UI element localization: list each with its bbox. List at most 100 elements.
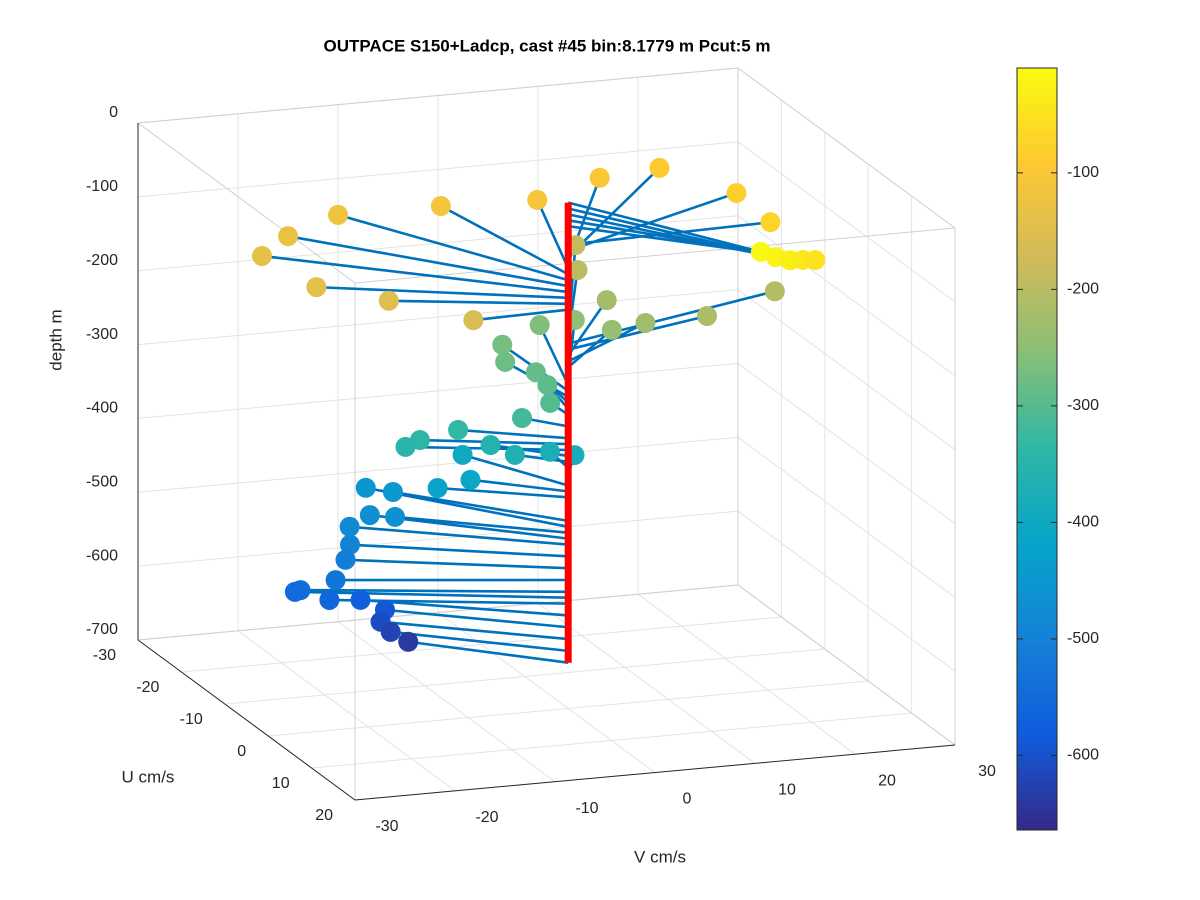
z-axis-label: depth m	[46, 309, 65, 370]
marker	[529, 315, 550, 336]
marker	[527, 189, 548, 210]
velocity-line	[300, 588, 569, 594]
y-tick-label: 10	[272, 775, 290, 792]
velocity-line	[567, 201, 762, 254]
colorbar-tick-label: -500	[1067, 630, 1099, 647]
box-edge	[737, 584, 956, 746]
velocity-line	[287, 234, 569, 288]
marker	[567, 259, 588, 280]
grid-line	[137, 510, 739, 567]
marker	[430, 196, 451, 217]
z-tick-label: -400	[86, 400, 118, 417]
chart-title: OUTPACE S150+Ladcp, cast #45 bin:8.1779 …	[323, 36, 770, 55]
box-edge	[737, 67, 956, 229]
velocity-line	[345, 558, 569, 570]
y-tick-label: -30	[93, 647, 116, 664]
marker	[319, 589, 340, 610]
velocity-line	[536, 199, 570, 269]
y-axis	[137, 639, 356, 801]
velocity-line	[567, 289, 776, 345]
velocity-line	[538, 324, 570, 386]
marker	[325, 570, 346, 591]
marker	[539, 441, 560, 462]
grid-line	[537, 602, 756, 764]
grid-line	[337, 621, 556, 783]
z-tick-label: -200	[86, 252, 118, 269]
grid-line	[737, 289, 956, 450]
velocity-line	[261, 254, 569, 294]
x-tick-label: 30	[978, 763, 996, 780]
y-tick-label: -20	[136, 679, 159, 696]
grid-line	[237, 630, 456, 792]
colorbar-tick-label: -400	[1067, 514, 1099, 531]
y-tick-label: -10	[180, 711, 203, 728]
velocity-line	[437, 486, 569, 499]
marker	[525, 362, 546, 383]
velocity-line	[568, 220, 771, 246]
x-axis-label: V cm/s	[634, 847, 686, 866]
grid-line	[268, 680, 869, 737]
x-tick-label: 10	[778, 782, 796, 799]
velocity-line	[392, 490, 569, 523]
grid-line	[737, 141, 956, 303]
marker	[537, 375, 558, 396]
marker	[601, 319, 622, 340]
marker	[805, 250, 826, 271]
grid-line	[137, 436, 739, 493]
marker	[385, 506, 406, 527]
velocity-line	[337, 213, 569, 282]
velocity-line	[408, 640, 569, 664]
x-tick-label: 20	[878, 772, 896, 789]
marker	[495, 351, 516, 372]
velocity-line	[457, 428, 569, 440]
marker	[427, 478, 448, 499]
marker	[635, 312, 656, 333]
z-tick-label: -100	[86, 178, 118, 195]
marker	[596, 290, 617, 311]
marker	[512, 408, 533, 429]
velocity-line	[380, 620, 569, 641]
marker	[726, 183, 747, 204]
z-tick-label: -500	[86, 474, 118, 491]
grid-line	[137, 141, 739, 198]
grid-line	[437, 612, 656, 773]
z-tick-label: -300	[86, 326, 118, 343]
colorbar-tick-label: -300	[1067, 397, 1099, 414]
marker	[764, 281, 785, 302]
box-edge	[137, 67, 739, 124]
x-tick-label: -10	[575, 800, 598, 817]
velocity-line	[440, 204, 569, 276]
velocity-line	[349, 543, 569, 558]
grid-line	[137, 289, 739, 346]
marker	[382, 481, 403, 502]
marker	[589, 167, 610, 188]
marker	[278, 226, 299, 247]
marker	[504, 444, 525, 465]
y-tick-label: 20	[315, 807, 333, 824]
marker	[460, 469, 481, 490]
velocity-line	[394, 515, 569, 535]
marker	[350, 589, 371, 610]
x-tick-label: -20	[475, 809, 498, 826]
marker	[492, 334, 513, 355]
grid-line	[737, 215, 956, 377]
marker	[760, 212, 781, 233]
marker	[395, 436, 416, 457]
marker	[359, 505, 380, 526]
marker	[480, 435, 501, 456]
marker	[452, 444, 473, 465]
marker	[339, 516, 360, 537]
colorbar-tick-label: -100	[1067, 164, 1099, 181]
grid-line	[737, 510, 956, 672]
velocity-line	[388, 299, 569, 306]
marker	[540, 392, 561, 413]
marker	[448, 419, 469, 440]
marker	[306, 277, 327, 298]
marker	[335, 549, 356, 570]
velocity-line	[360, 598, 569, 617]
colorbar	[1016, 67, 1058, 831]
velocity-line	[390, 630, 569, 653]
marker	[398, 631, 419, 652]
grid-line	[181, 616, 782, 673]
